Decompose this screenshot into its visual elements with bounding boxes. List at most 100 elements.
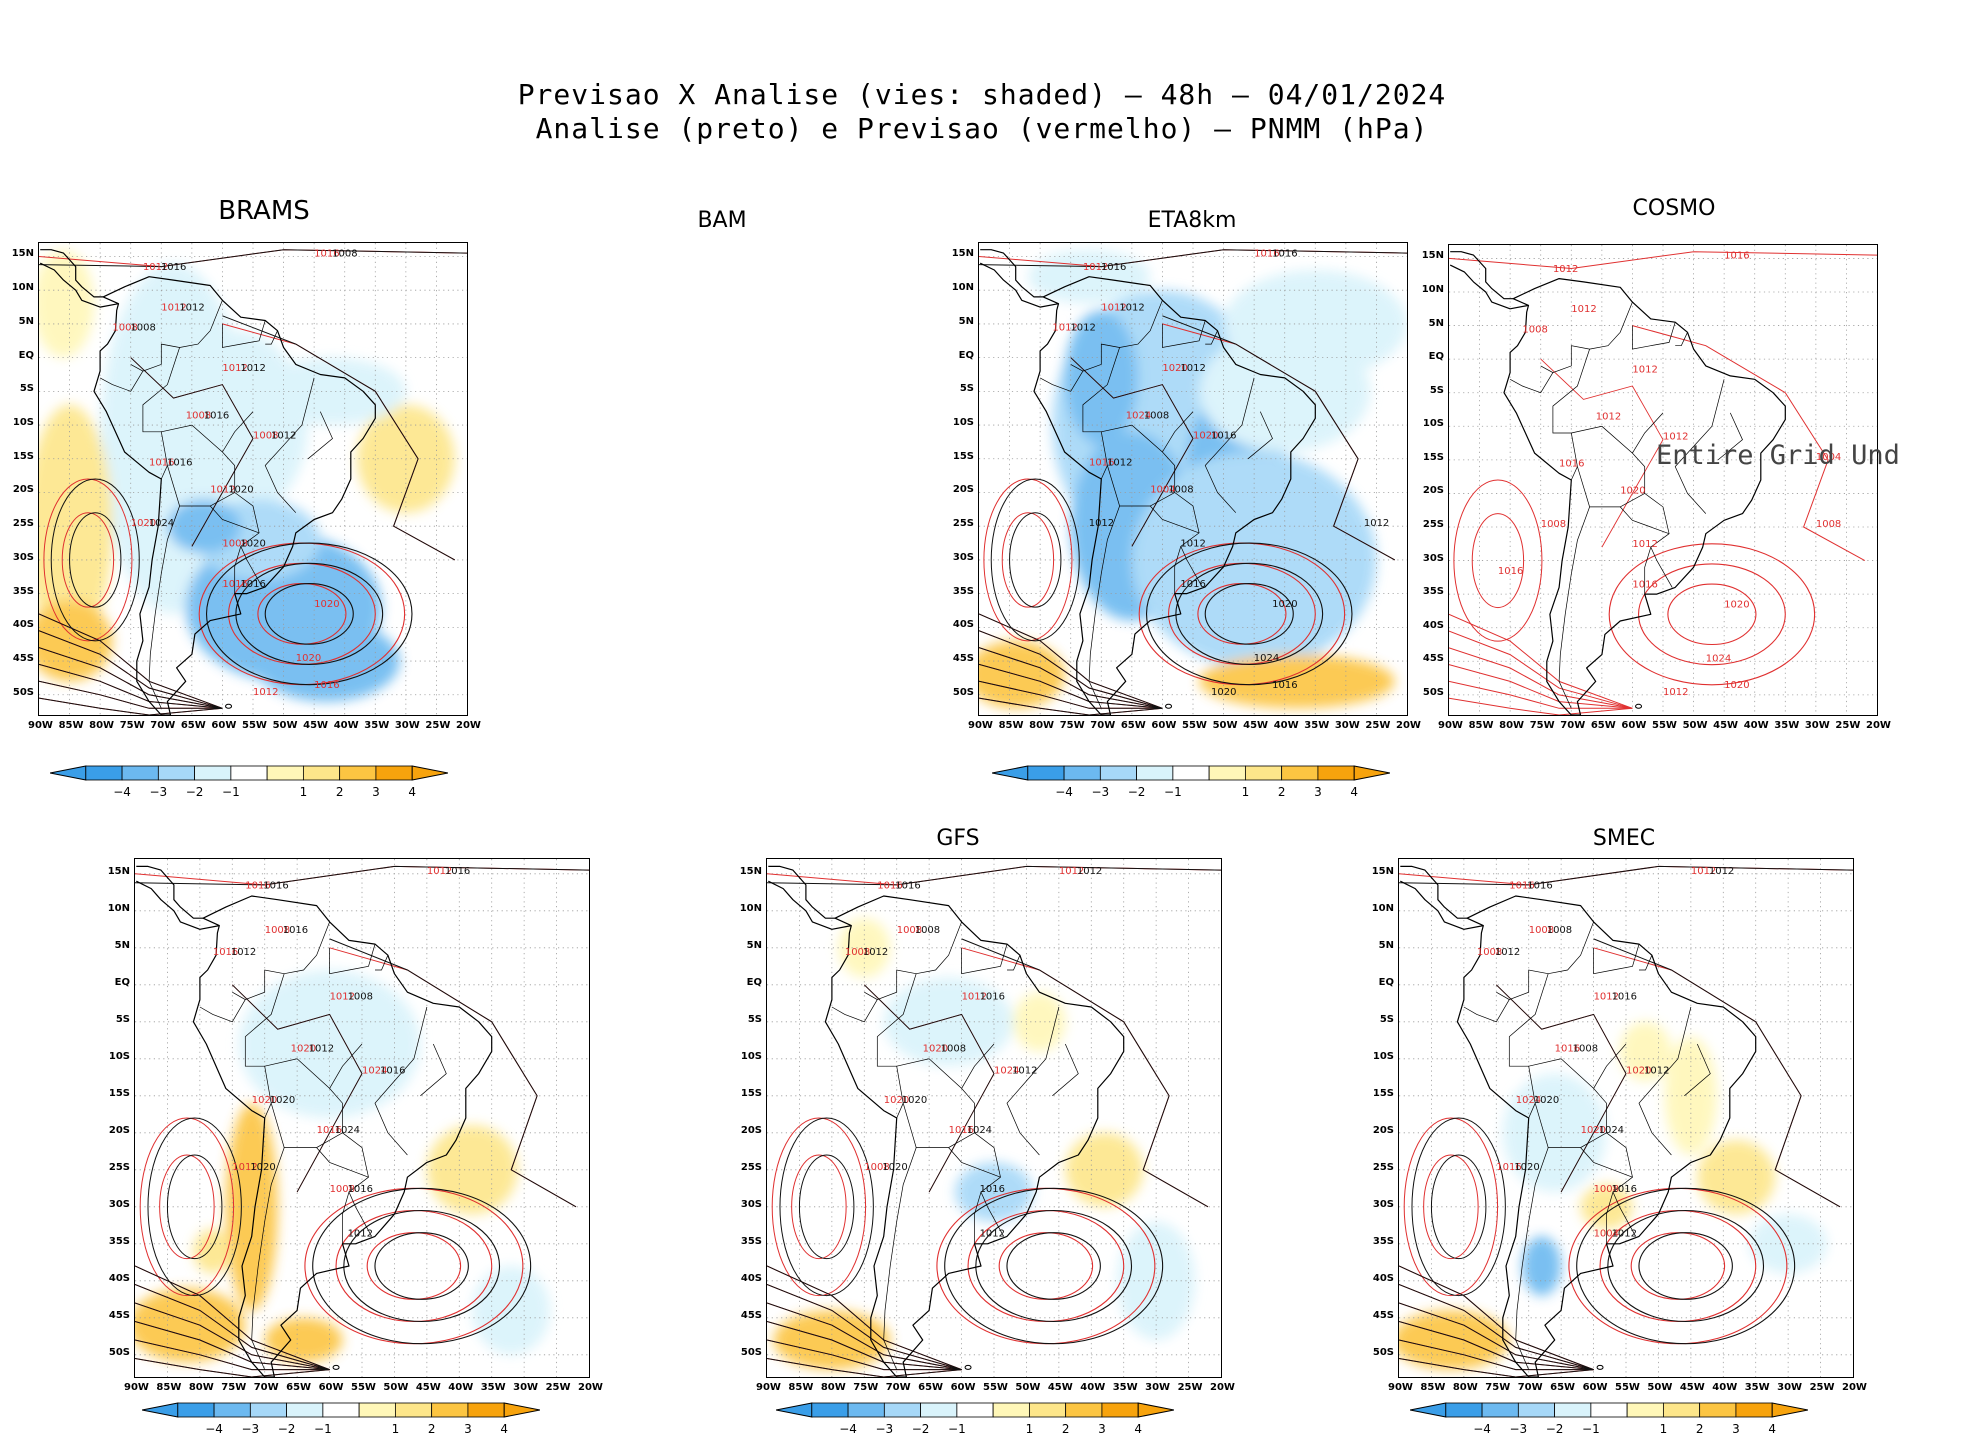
lon-tick-label: 25W [1177,1382,1203,1393]
south-america-coastline [192,895,493,1377]
colorbar-segment [358,1402,396,1418]
lon-axis-ticks: 90W 85W 80W 75W 70W 65W 60W 55W 50W 45W 40W 35W 30W 2… [28,720,481,734]
isobar [39,613,223,709]
contour-label: 1012 [309,1043,334,1054]
colorbar-gfs: −4 −3 −2 −1 1 2 3 4 [775,1402,1175,1436]
colorbar-segment [1065,1402,1103,1418]
lon-tick-label: 55W [351,1382,376,1393]
lat-tick-label: 15S [952,450,974,462]
colorbar-label: −1 [222,785,240,799]
colorbar-label: 2 [1061,1422,1070,1436]
colorbar-segment [213,1402,251,1418]
lat-tick-label: 10N [951,282,974,294]
colorbar-label: −3 [149,785,168,799]
lon-tick-label: 85W [1468,720,1494,731]
contour-label: 1016 [380,1066,405,1077]
south-america-coastline [1033,276,1316,715]
colorbar-segment [956,1402,994,1418]
contour-label: 1012 [1632,539,1657,550]
contour-label: 1024 [1516,1095,1541,1106]
contour-ring [1430,1154,1487,1260]
lat-tick-label: 30S [952,551,974,563]
lon-tick-label: 55W [1182,720,1207,731]
lat-tick-label: 45S [1422,653,1444,665]
contour-label: 1024 [149,518,174,529]
contour-ring [771,1117,867,1297]
contour-label: 1008 [1594,1184,1619,1195]
map-svg: 1012101610121012102010241020101610041016… [979,243,1407,715]
bias-blob [1697,1140,1776,1215]
lon-tick-label: 35W [1774,720,1800,731]
contour-label: 1024 [1599,1125,1624,1136]
colorbar-label: −2 [1127,785,1146,799]
isobar [767,1321,962,1371]
lon-tick-label: 75W [853,1382,879,1393]
isobar [231,984,363,1193]
contour-label: 1016 [167,458,192,469]
contour-label: 1016 [149,458,174,469]
lat-tick-label: 5S [747,1013,762,1025]
border [1593,944,1640,975]
lat-tick-label: 15N [1421,250,1444,262]
lat-tick-label: 20S [1372,1124,1394,1136]
isobar [1399,1321,1594,1371]
country-borders [199,921,447,1370]
colorbar-segment [1063,765,1101,781]
bias-blob [39,600,113,682]
isobar [135,1339,330,1371]
bias-blob [838,918,891,978]
lon-tick-label: 45W [1243,720,1269,731]
lat-tick-label: 30S [108,1198,130,1210]
contour-label: 1016 [1612,992,1637,1003]
contour-label: 1008 [1529,925,1554,936]
contour-label: 1008 [1144,410,1169,421]
border [234,492,263,588]
contour-label: 1008 [332,248,357,259]
colorbar-label: −1 [948,1422,966,1436]
colorbar-svg [49,765,449,781]
border [1684,1043,1711,1097]
colorbar-segment [431,1402,469,1418]
lon-axis-ticks: 90W 85W 80W 75W 70W 65W 60W 55W 50W 45W 40W 35W 30W 2… [756,1382,1235,1396]
contour-ring [69,512,122,608]
lon-tick-label: 30W [394,720,420,731]
lon-tick-label: 25W [1835,720,1861,731]
border [1039,370,1084,392]
contour-label: 1012 [1495,947,1520,958]
contour-ring [975,1209,1133,1323]
lat-tick-label: 15N [951,248,974,260]
contour-label: 1024 [362,1066,387,1077]
isobar [135,865,589,886]
colorbar-label: −2 [911,1422,930,1436]
contour-label: 1008 [1541,519,1566,530]
contour-label: 1008 [186,410,211,421]
map-panel-cosmo: 1012 1016 1012 1008 1012 1012 1012 1016 1020 1008… [1448,244,1878,716]
lon-tick-label: 20W [1842,1382,1867,1393]
lat-tick-label: 10S [1422,418,1444,430]
central-america-coast [1449,264,1529,310]
contour-label: 1012 [1101,302,1126,313]
lat-tick-label: 10S [108,1050,130,1062]
contour-label: 1008 [112,323,137,334]
isobar [39,630,223,709]
contour-ring [235,562,384,665]
isobar [1593,938,1841,1208]
lat-tick-label: 30S [740,1198,762,1210]
contour-label: 1012 [1364,518,1389,529]
border [1508,973,1607,1148]
border [1052,1043,1079,1097]
contour-label: 1012 [232,1162,257,1173]
colorbar-segment [1281,765,1319,781]
lat-axis-ticks: 15N 10N 5N EQ 5S 10S 15S 20S 25S 30S 35S 40S 45S 50S [944,242,974,714]
contour-label: 1016 [1272,680,1297,691]
contour-label: 1024 [335,1125,360,1136]
lat-tick-label: 50S [12,686,34,698]
lon-tick-label: 35W [364,720,390,731]
contour-label: 1020 [923,1043,948,1054]
contour-label: 1016 [1180,579,1205,590]
lon-tick-label: 30W [1145,1382,1171,1393]
colorbar-segment [1027,765,1065,781]
contour-label: 1008 [1477,947,1502,958]
isobar [1449,630,1633,709]
colorbar-max-arrow [503,1402,541,1418]
